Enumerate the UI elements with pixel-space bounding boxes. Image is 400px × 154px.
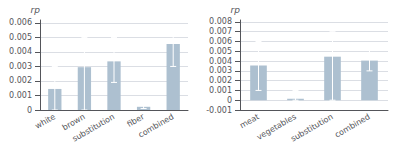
svg-text:vegetables: vegetables (255, 112, 298, 142)
svg-text:combined: combined (137, 112, 176, 139)
svg-text:0.004: 0.004 (9, 47, 32, 56)
svg-text:0.003: 0.003 (209, 66, 232, 75)
svg-text:0.003: 0.003 (9, 62, 32, 71)
svg-text:0.004: 0.004 (209, 57, 232, 66)
svg-text:0.001: 0.001 (9, 91, 32, 100)
svg-text:rp: rp (31, 5, 41, 15)
svg-text:substitution: substitution (289, 112, 334, 143)
svg-text:white: white (34, 112, 58, 131)
svg-text:0: 0 (227, 96, 232, 105)
svg-text:substitution: substitution (71, 112, 116, 143)
svg-text:0: 0 (27, 106, 32, 115)
svg-text:meat: meat (238, 112, 260, 130)
svg-text:0.006: 0.006 (9, 18, 32, 27)
svg-text:0.005: 0.005 (9, 33, 32, 42)
svg-text:combined: combined (333, 112, 372, 139)
svg-text:fiber: fiber (126, 112, 147, 129)
svg-text:0.008: 0.008 (209, 17, 232, 26)
svg-text:0.002: 0.002 (9, 76, 32, 85)
svg-text:0.002: 0.002 (209, 76, 232, 85)
svg-text:0.007: 0.007 (209, 27, 232, 36)
svg-text:brown: brown (60, 112, 87, 133)
svg-text:0.001: 0.001 (209, 86, 232, 95)
svg-text:rp: rp (231, 5, 241, 15)
svg-text:0.005: 0.005 (209, 47, 232, 56)
svg-text:0.006: 0.006 (209, 37, 232, 46)
svg-text:-0.001: -0.001 (206, 106, 232, 115)
